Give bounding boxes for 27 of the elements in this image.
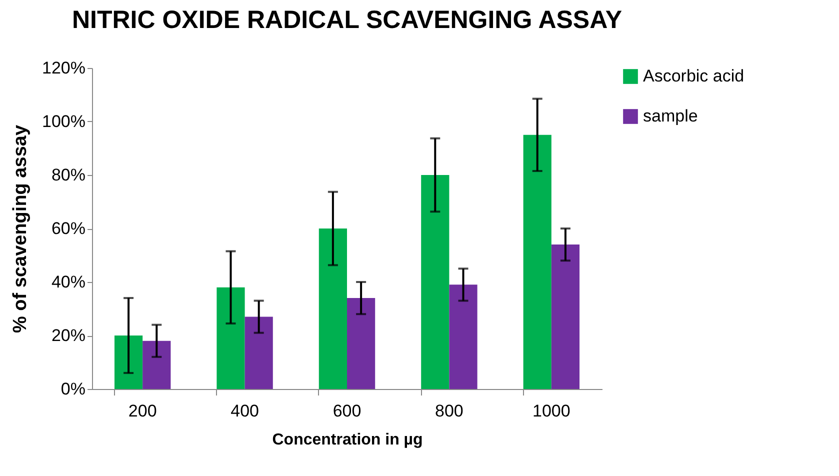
legend-label: Ascorbic acid <box>643 66 744 86</box>
bar <box>244 316 273 389</box>
bar <box>114 336 143 389</box>
x-tick-label: 400 <box>230 402 259 420</box>
bar <box>318 228 347 389</box>
x-tick-label: 1000 <box>532 402 570 420</box>
bar <box>551 244 580 389</box>
chart-title: NITRIC OXIDE RADICAL SCAVENGING ASSAY <box>72 6 622 34</box>
y-tick-label: 100% <box>42 112 86 131</box>
y-tick-label: 40% <box>51 272 86 292</box>
bar <box>421 175 450 389</box>
legend-label: sample <box>643 106 698 126</box>
y-tick-label: 80% <box>51 166 86 184</box>
bar <box>216 287 245 389</box>
x-tick-label: 200 <box>128 402 157 420</box>
bar <box>523 134 552 389</box>
y-tick-label: 20% <box>51 326 86 345</box>
bar <box>347 298 376 389</box>
bar <box>142 340 171 389</box>
y-tick-label: 0% <box>60 380 86 398</box>
bar <box>449 284 478 389</box>
y-axis-title: % of scavenging assay <box>10 124 32 334</box>
x-tick-label: 600 <box>332 402 362 420</box>
x-tick-label: 800 <box>435 402 464 420</box>
y-tick-label: 60% <box>51 219 86 238</box>
y-tick-label: 120% <box>42 58 86 78</box>
x-axis-title: Concentration in µg <box>272 432 423 448</box>
